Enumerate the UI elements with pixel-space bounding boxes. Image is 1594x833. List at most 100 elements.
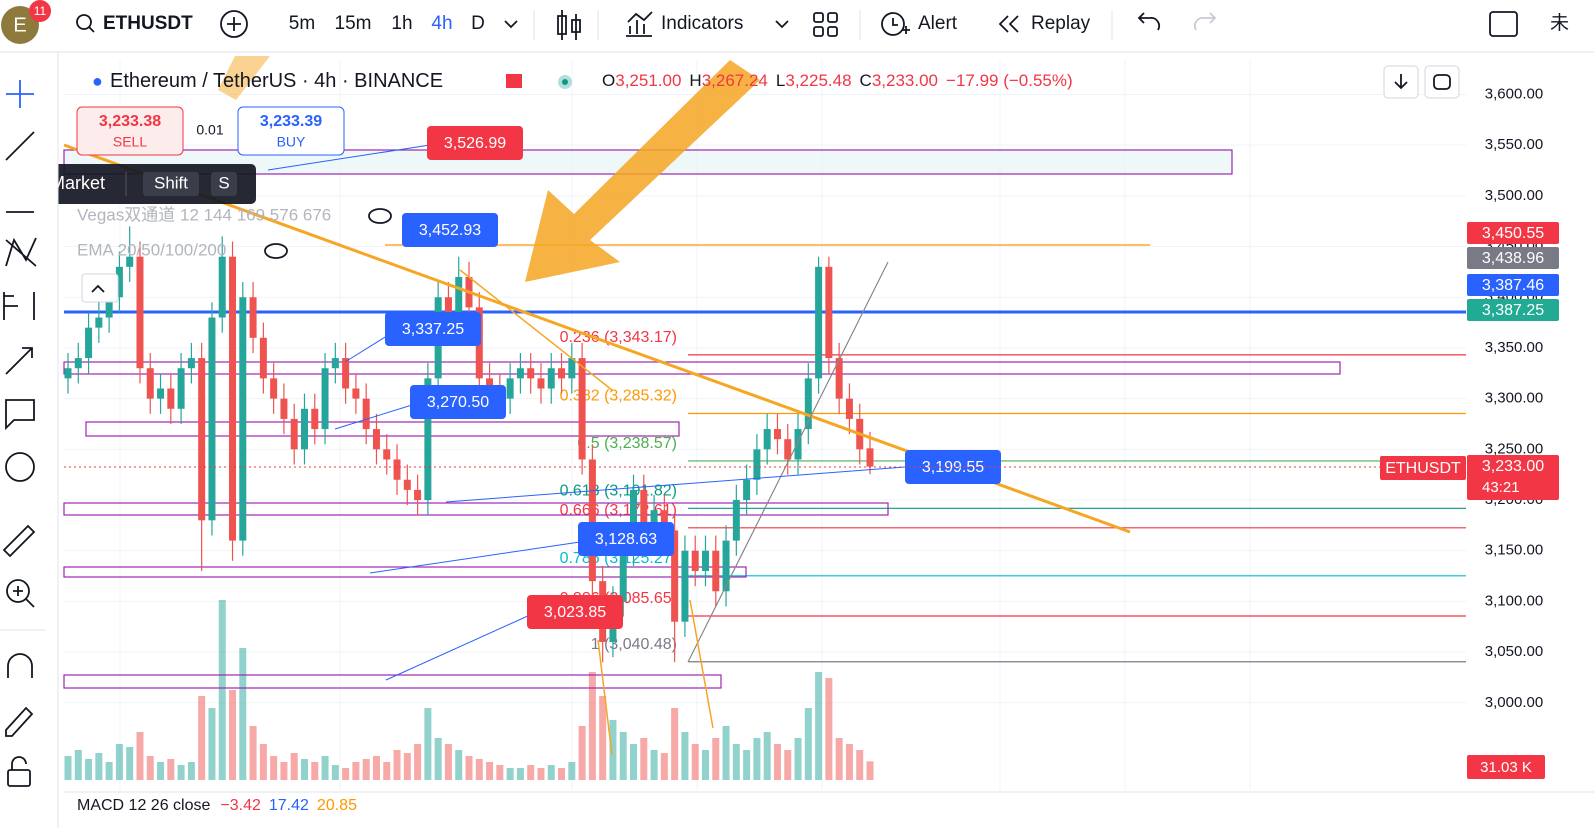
interval[interactable]: 4h <box>431 13 452 34</box>
crosshair-icon[interactable] <box>6 80 34 108</box>
y-tick-label: 3,100.00 <box>1485 592 1543 609</box>
reset-button[interactable] <box>1424 65 1460 99</box>
chart-type[interactable] <box>557 10 581 40</box>
candle-body <box>198 358 206 521</box>
interval[interactable]: 5m <box>289 13 315 34</box>
magnet-icon[interactable] <box>7 653 33 678</box>
compare-button[interactable] <box>220 10 248 38</box>
y-tick-label: 3,150.00 <box>1485 542 1543 559</box>
y-tick-label: 3,000.00 <box>1485 694 1543 711</box>
avatar[interactable] <box>1 6 39 44</box>
lock-draw-icon[interactable] <box>5 706 34 737</box>
volume-bar <box>547 765 555 780</box>
fullscreen-button[interactable] <box>1489 11 1518 37</box>
volume-bar <box>815 672 823 780</box>
sell-button[interactable] <box>76 106 184 156</box>
candle-body <box>691 550 699 571</box>
volume-bar <box>856 750 864 780</box>
candle-body <box>187 358 195 369</box>
callout-box <box>385 312 481 346</box>
text-icon[interactable] <box>5 399 35 431</box>
volume-bar <box>609 720 617 780</box>
zone <box>63 361 1341 375</box>
trend-icon[interactable] <box>5 131 35 161</box>
candle-body <box>157 388 165 399</box>
interval-menu[interactable] <box>504 20 518 29</box>
volume-bar <box>300 759 308 780</box>
candle-body <box>300 408 308 450</box>
zone <box>85 421 680 437</box>
indicators-menu[interactable] <box>775 20 789 29</box>
quantity[interactable]: 0.01 <box>196 122 223 138</box>
symbol-search[interactable]: ETHUSDT <box>103 13 193 34</box>
indicator-name[interactable]: EMA 20/50/100/200 <box>77 240 226 259</box>
symbol-title: Ethereum / TetherUS · 4h · BINANCE <box>110 70 443 92</box>
y-tick-label: 3,250.00 <box>1485 440 1543 457</box>
candle-body <box>393 459 401 480</box>
toolbar-bg <box>0 52 58 828</box>
candle-body <box>650 510 658 531</box>
lock-icon[interactable] <box>7 769 31 787</box>
candle-body <box>568 358 576 379</box>
zoom-icon[interactable] <box>6 579 30 603</box>
layout-icon[interactable] <box>813 12 824 23</box>
volume-bar <box>85 759 93 780</box>
callout-label: 3,526.99 <box>444 135 506 152</box>
c-value: 3,233.00 <box>872 71 938 90</box>
emoji-icon[interactable] <box>5 452 35 482</box>
countdown: 43:21 <box>1482 479 1520 496</box>
market-dot <box>558 75 572 89</box>
volume-bar <box>208 708 216 780</box>
volume-bar <box>558 768 566 780</box>
sell-label: SELL <box>113 134 147 150</box>
fib-label: 0.236 (3,343.17) <box>560 329 677 346</box>
callout-label: 3,337.25 <box>402 321 464 338</box>
interval[interactable]: D <box>471 13 485 34</box>
candle-body <box>424 378 432 501</box>
alert-icon <box>881 12 905 36</box>
badge <box>29 0 51 22</box>
volume-bar <box>588 672 596 780</box>
zone <box>63 674 722 689</box>
pattern-icon[interactable] <box>5 237 37 267</box>
macd-value: 17.42 <box>269 797 309 814</box>
fib-label: 0.666 (3,172.61) <box>560 502 677 519</box>
redo-button[interactable] <box>1193 12 1217 31</box>
callout-label: 3,270.50 <box>427 394 489 411</box>
eye-icon[interactable] <box>264 243 288 259</box>
trend-line <box>597 639 613 756</box>
callouts: 3,526.99 3,452.93 3,337.25 3,270.50 3,199.55… <box>385 126 1001 629</box>
c-key: C <box>860 71 872 90</box>
layout-icon <box>827 12 838 23</box>
replay-button[interactable]: Replay <box>1031 13 1091 34</box>
volume-bar <box>311 762 319 780</box>
macd-value: 20.85 <box>317 797 357 814</box>
callout-label: 3,452.93 <box>419 222 481 239</box>
volume-bar <box>146 756 154 780</box>
indicators-button[interactable]: Indicators <box>661 13 743 34</box>
eye-icon[interactable] <box>368 208 392 224</box>
interval[interactable]: 1h <box>391 13 412 34</box>
volume-bar <box>383 762 391 780</box>
l-value: 3,225.48 <box>785 71 851 90</box>
undo-button[interactable] <box>1137 12 1161 31</box>
price-tags: 3,450.55 3,438.96 3,387.46 3,387.25 ETHUSDT 3… <box>64 222 1559 779</box>
indicator-name[interactable]: Vegas双通道 12 144 169 576 676 <box>77 205 331 224</box>
candle-body <box>815 266 823 379</box>
buy-button[interactable] <box>237 106 345 156</box>
alert-button[interactable]: Alert <box>918 13 958 34</box>
change: −17.99 (−0.55%) <box>946 71 1073 90</box>
volume-bar <box>270 756 278 780</box>
volume-bar <box>486 762 494 780</box>
leader-line <box>267 144 431 171</box>
candle-body <box>763 429 771 450</box>
volume-bar <box>321 756 329 780</box>
volume-bar <box>835 738 843 780</box>
volume-bar <box>126 747 134 780</box>
interval[interactable]: 15m <box>335 13 372 34</box>
forecast-icon[interactable] <box>3 292 35 320</box>
ruler-icon[interactable] <box>2 524 36 558</box>
trend-line <box>459 269 613 391</box>
candle-body <box>249 297 257 338</box>
brush-icon[interactable] <box>5 347 33 375</box>
